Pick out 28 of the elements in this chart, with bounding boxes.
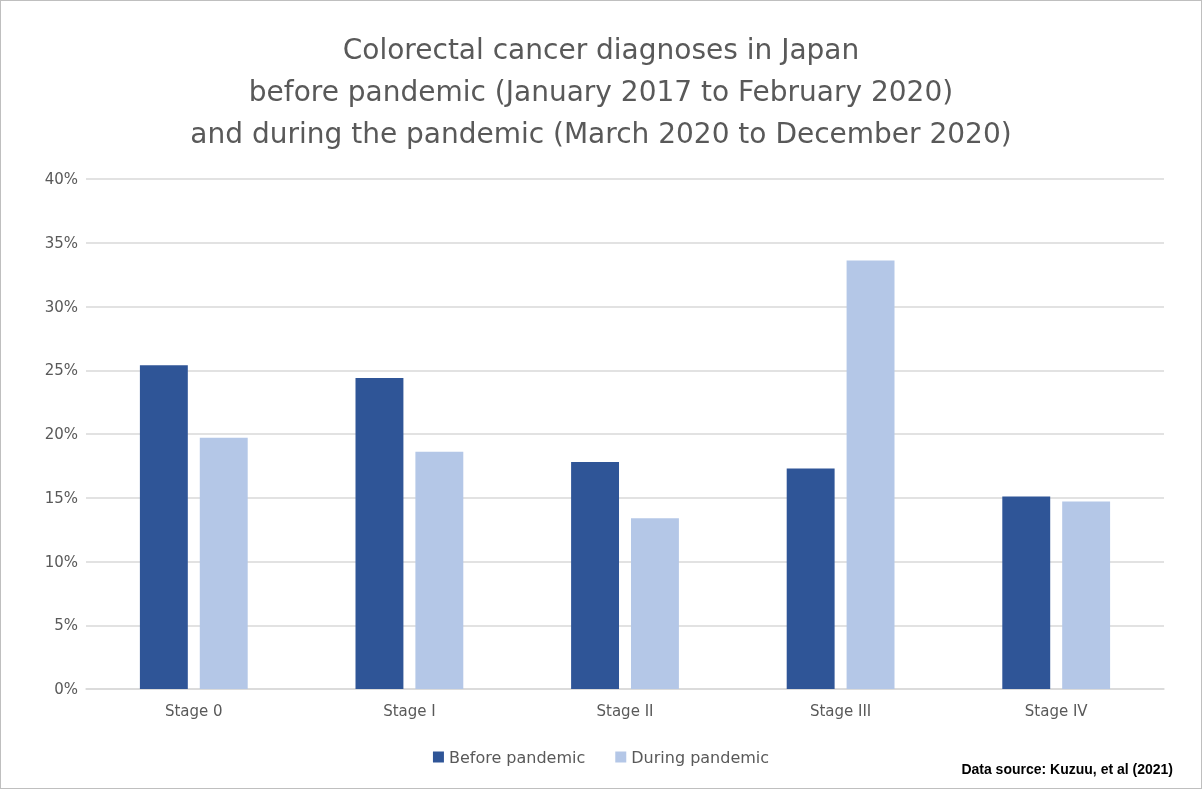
y-tick-label: 30% [44,297,78,316]
y-tick-label: 40% [44,170,78,188]
y-tick-label: 35% [44,233,78,252]
x-tick-label: Stage I [383,701,436,720]
x-tick-label: Stage II [596,701,654,720]
bar [199,437,248,689]
legend-label: Before pandemic [448,747,586,767]
bar [571,462,620,689]
y-tick-label: 5% [54,616,78,635]
legend-label: During pandemic [631,747,770,767]
y-tick-label: 0% [54,680,78,698]
bar [786,468,835,689]
y-tick-label: 25% [44,361,78,380]
y-tick-label: 15% [44,488,78,507]
x-tick-label: Stage IV [1024,701,1089,720]
x-tick-label: Stage 0 [164,701,223,720]
bar [1002,496,1051,689]
bar [139,365,188,689]
source-note: Data source: Kuzuu, et al (2021) [961,761,1174,777]
bar [630,518,679,689]
chart-title: Colorectal cancer diagnoses in Japan before pandemic (January 2017 to February 2020) and during the pandemic (March 2020 to December 2020) [190,32,1012,150]
bar [1062,501,1111,689]
y-tick-label: 20% [44,425,78,443]
bar [415,451,464,689]
bar [846,260,895,689]
y-tick-label: 10% [44,552,78,571]
bar [355,377,404,689]
x-tick-label: Stage III [809,701,872,720]
